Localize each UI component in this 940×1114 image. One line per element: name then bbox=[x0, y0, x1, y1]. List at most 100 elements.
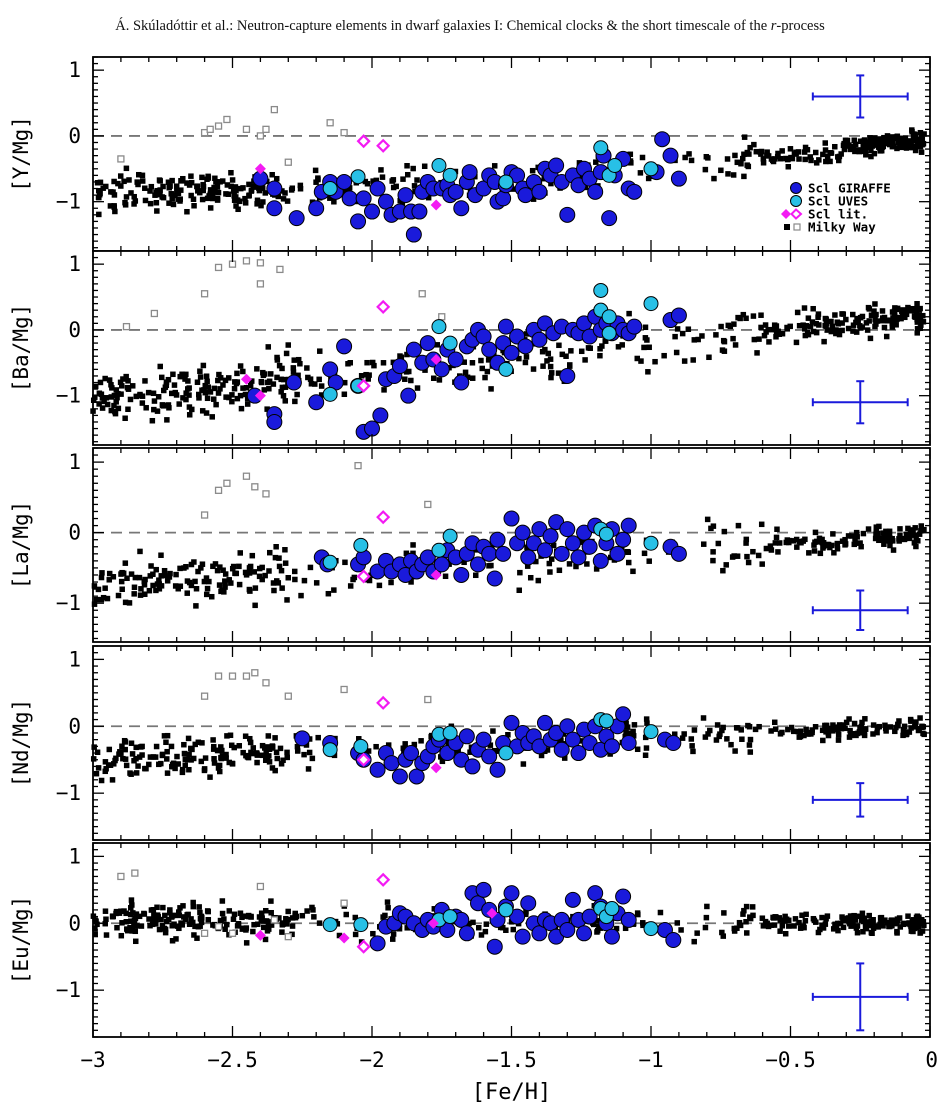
milky-way-point bbox=[297, 185, 304, 192]
milky-way-point bbox=[556, 567, 563, 574]
milky-way-point bbox=[799, 912, 805, 919]
milky-way-point bbox=[312, 381, 318, 387]
milky-way-point bbox=[153, 199, 160, 206]
scl-giraffe-point bbox=[503, 510, 520, 527]
milky-way-point bbox=[213, 401, 219, 408]
milky-way-point bbox=[835, 737, 842, 743]
milky-way-point bbox=[864, 327, 871, 333]
milky-way-point bbox=[188, 916, 194, 922]
milky-way-point bbox=[404, 171, 411, 178]
milky-way-point bbox=[548, 370, 555, 376]
scl-giraffe-point bbox=[308, 394, 325, 411]
milky-way-point bbox=[352, 931, 359, 938]
milky-way-point bbox=[157, 187, 163, 193]
milky-way-point bbox=[266, 746, 273, 752]
milky-way-point bbox=[125, 378, 131, 384]
milky-way-point bbox=[204, 378, 210, 385]
milky-way-point bbox=[594, 929, 600, 935]
milky-way-point bbox=[205, 916, 212, 923]
milky-way-point bbox=[251, 569, 257, 575]
milky-way-point bbox=[129, 902, 135, 908]
milky-way-point bbox=[859, 324, 866, 330]
milky-way-point bbox=[897, 526, 903, 532]
milky-way-point bbox=[177, 565, 183, 572]
milky-way-point bbox=[812, 529, 819, 536]
milky-way-point bbox=[917, 143, 924, 150]
milky-way-point bbox=[771, 922, 778, 928]
milky-way-point bbox=[191, 203, 197, 209]
milky-way-point bbox=[860, 928, 866, 935]
milky-way-point bbox=[195, 568, 201, 575]
milky-way-point bbox=[113, 399, 119, 405]
milky-way-point bbox=[188, 561, 195, 568]
milky-way-point bbox=[190, 755, 197, 762]
milky-way-point bbox=[555, 370, 562, 376]
milky-way-point bbox=[836, 331, 843, 338]
milky-way-point bbox=[222, 926, 228, 932]
scl-giraffe-point bbox=[461, 164, 478, 181]
milky-way-point bbox=[146, 587, 153, 594]
milky-way-point bbox=[265, 379, 271, 386]
milky-way-point bbox=[842, 541, 849, 547]
milky-way-point bbox=[186, 751, 192, 758]
milky-way-point bbox=[861, 915, 868, 922]
milky-way-point bbox=[847, 916, 854, 923]
milky-way-point bbox=[914, 326, 921, 332]
milky-way-point bbox=[292, 398, 298, 405]
milky-way-point bbox=[464, 374, 471, 381]
milky-way-point bbox=[919, 137, 925, 144]
legend-lit-filled-marker bbox=[781, 209, 791, 219]
x-tick-label: −1 bbox=[638, 1048, 663, 1072]
milky-way-point bbox=[880, 143, 887, 150]
milky-way-point bbox=[639, 154, 646, 161]
milky-way-point bbox=[774, 526, 780, 533]
scl-lit-filled-point bbox=[430, 199, 442, 211]
milky-way-point bbox=[147, 573, 154, 579]
milky-way-point bbox=[240, 749, 246, 756]
milky-way-point bbox=[259, 564, 265, 571]
milky-way-point bbox=[106, 746, 113, 753]
milky-way-point bbox=[133, 744, 139, 751]
milky-way-point bbox=[717, 731, 723, 737]
milky-way-point bbox=[834, 540, 841, 547]
scl-uves-point bbox=[431, 319, 447, 335]
milky-way-point bbox=[880, 530, 887, 536]
milky-way-point bbox=[724, 156, 731, 162]
milky-way-point bbox=[228, 169, 234, 176]
scl-giraffe-point bbox=[581, 538, 598, 555]
milky-way-point bbox=[803, 323, 810, 329]
milky-way-point bbox=[764, 149, 770, 155]
milky-way-point bbox=[919, 916, 925, 923]
milky-way-point bbox=[198, 565, 204, 571]
milky-way-point bbox=[864, 919, 871, 925]
scl-lit-open-point bbox=[376, 695, 391, 710]
milky-way-point bbox=[906, 532, 913, 539]
milky-way-point bbox=[112, 208, 118, 215]
milky-way-point bbox=[846, 734, 853, 740]
milky-way-open-point bbox=[424, 500, 432, 509]
milky-way-point bbox=[175, 761, 181, 767]
milky-way-point bbox=[529, 167, 536, 174]
milky-way-point bbox=[791, 923, 797, 929]
milky-way-point bbox=[796, 322, 803, 329]
milky-way-point bbox=[908, 725, 914, 731]
milky-way-point bbox=[872, 535, 879, 542]
milky-way-point bbox=[822, 140, 829, 146]
scl-uves-point bbox=[322, 917, 338, 933]
scl-lit-series bbox=[356, 695, 442, 774]
milky-way-point bbox=[256, 573, 263, 580]
milky-way-point bbox=[223, 751, 229, 758]
milky-way-point bbox=[177, 373, 183, 380]
scl-giraffe-point bbox=[458, 925, 475, 942]
milky-way-point bbox=[522, 359, 529, 366]
milky-way-open-point bbox=[251, 483, 259, 491]
milky-way-point bbox=[136, 913, 143, 920]
milky-way-point bbox=[782, 913, 788, 920]
scl-giraffe-point bbox=[503, 714, 520, 731]
milky-way-point bbox=[117, 379, 124, 386]
milky-way-point bbox=[887, 542, 893, 549]
scl-giraffe-point bbox=[481, 341, 498, 358]
milky-way-point bbox=[202, 389, 209, 396]
milky-way-point bbox=[895, 314, 901, 321]
milky-way-point bbox=[312, 167, 319, 174]
